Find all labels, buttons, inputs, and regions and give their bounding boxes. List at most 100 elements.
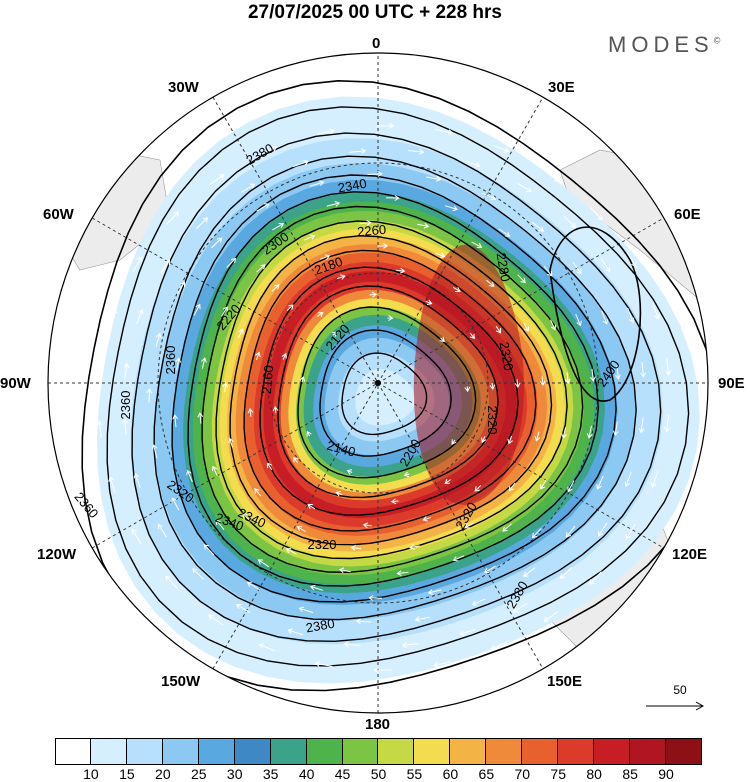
wind-arrow bbox=[531, 528, 542, 539]
wind-arrow bbox=[316, 128, 335, 135]
wind-arrow bbox=[615, 365, 621, 380]
colorbar-swatch bbox=[630, 738, 666, 765]
brand-mark: © bbox=[713, 35, 721, 46]
wind-arrow bbox=[238, 328, 244, 338]
wind-arrow bbox=[298, 606, 314, 614]
wind-arrow bbox=[123, 362, 130, 379]
wind-arrow bbox=[359, 219, 372, 226]
brand-name: MODES bbox=[608, 32, 714, 57]
wind-arrow bbox=[373, 667, 393, 674]
wind-arrow bbox=[256, 264, 266, 273]
wind-arrow bbox=[426, 176, 442, 182]
wind-arrow bbox=[260, 146, 278, 155]
wind-arrow bbox=[247, 407, 254, 417]
colorbar-swatch bbox=[378, 738, 415, 765]
wind-arrow bbox=[498, 228, 511, 237]
wind-arrow bbox=[627, 307, 635, 324]
contour-label: 2320 bbox=[497, 341, 517, 372]
wind-arrow bbox=[439, 336, 445, 343]
wind-arrow bbox=[507, 435, 513, 445]
pole-marker bbox=[375, 380, 381, 386]
lon-label-60e: 60E bbox=[674, 206, 701, 223]
wind-arrow bbox=[586, 425, 593, 439]
colorbar-swatch bbox=[414, 738, 451, 765]
wind-arrow bbox=[638, 417, 645, 434]
colorbar-tick-label: 85 bbox=[622, 766, 638, 782]
wind-arrow bbox=[425, 299, 433, 305]
wind-arrow bbox=[309, 180, 325, 187]
wind-arrow bbox=[203, 544, 215, 556]
reference-vector-label: 50 bbox=[673, 683, 687, 697]
wind-arrow bbox=[228, 437, 234, 448]
wind-arrow bbox=[433, 661, 452, 668]
wind-arrow bbox=[314, 661, 333, 667]
modes-logo: MODES© bbox=[608, 32, 720, 58]
wind-arrow bbox=[495, 325, 502, 334]
wind-arrow bbox=[109, 308, 118, 325]
contour-label: 2320 bbox=[308, 537, 337, 552]
wind-arrow bbox=[320, 254, 331, 260]
wind-arrow bbox=[403, 471, 410, 478]
wind-arrow bbox=[650, 471, 659, 488]
wind-arrow bbox=[387, 315, 394, 321]
wind-arrow bbox=[285, 548, 297, 555]
contour-line bbox=[153, 155, 637, 621]
wind-arrow bbox=[309, 584, 324, 591]
wind-arrow bbox=[299, 376, 306, 383]
wind-arrow bbox=[186, 469, 193, 482]
wind-arrow bbox=[175, 357, 182, 371]
wind-arrow bbox=[272, 405, 279, 414]
wind-arrow bbox=[664, 415, 670, 433]
wind-arrow bbox=[417, 222, 430, 229]
contour-line bbox=[259, 266, 519, 516]
lon-label-90e: 90E bbox=[718, 375, 745, 392]
lon-label-90w: 90W bbox=[0, 375, 31, 392]
wind-arrow bbox=[209, 174, 225, 186]
wind-arrow bbox=[565, 525, 576, 538]
colorbar-tick-label: 25 bbox=[190, 766, 207, 782]
lon-label-120w: 120W bbox=[37, 546, 77, 563]
wind-arrow bbox=[601, 310, 609, 325]
contour-line bbox=[277, 285, 499, 499]
wind-arrow bbox=[390, 498, 399, 505]
colorbar-tick-label: 45 bbox=[334, 766, 351, 782]
wind-arrow bbox=[590, 368, 596, 382]
colorbar-swatch bbox=[162, 738, 199, 765]
wind-arrow bbox=[221, 306, 228, 317]
wind-arrow bbox=[133, 472, 141, 489]
wind-arrow bbox=[563, 216, 576, 228]
contour-label: 2140 bbox=[325, 438, 357, 460]
colorbar-tick-label: 75 bbox=[550, 766, 567, 782]
wind-arrow bbox=[166, 211, 179, 225]
wind-arrow bbox=[435, 252, 446, 259]
contour-label: 2380 bbox=[305, 616, 336, 636]
wind-arrow bbox=[151, 444, 158, 459]
wind-arrow bbox=[469, 332, 475, 340]
wind-arrow bbox=[242, 512, 251, 522]
wind-arrow bbox=[490, 641, 508, 650]
contour-line bbox=[171, 174, 617, 603]
wind-arrow bbox=[575, 314, 582, 327]
wind-arrow bbox=[266, 462, 273, 471]
wind-arrow bbox=[471, 241, 483, 248]
colorbar-tick-label: 35 bbox=[262, 766, 279, 782]
contour-label: 2340 bbox=[337, 176, 368, 196]
wind-arrow bbox=[589, 571, 602, 585]
contour-line bbox=[201, 205, 584, 574]
wind-arrow bbox=[367, 171, 383, 177]
wind-arrow bbox=[375, 122, 395, 129]
wind-arrow bbox=[624, 471, 632, 488]
wind-arrow bbox=[474, 485, 482, 492]
wind-arrow bbox=[254, 488, 262, 497]
wind-arrow bbox=[303, 234, 316, 241]
map-title: 27/07/2025 00 UTC + 228 hrs bbox=[247, 2, 503, 23]
lon-label-0: 0 bbox=[372, 35, 381, 52]
wind-arrow bbox=[481, 436, 487, 444]
wind-arrow bbox=[255, 351, 261, 361]
lon-label-150w: 150W bbox=[161, 673, 201, 690]
wind-arrow bbox=[523, 567, 536, 577]
wind-arrow bbox=[517, 274, 526, 284]
wind-arrow bbox=[502, 523, 512, 532]
wind-arrow bbox=[385, 195, 400, 201]
wind-arrow bbox=[369, 291, 378, 298]
